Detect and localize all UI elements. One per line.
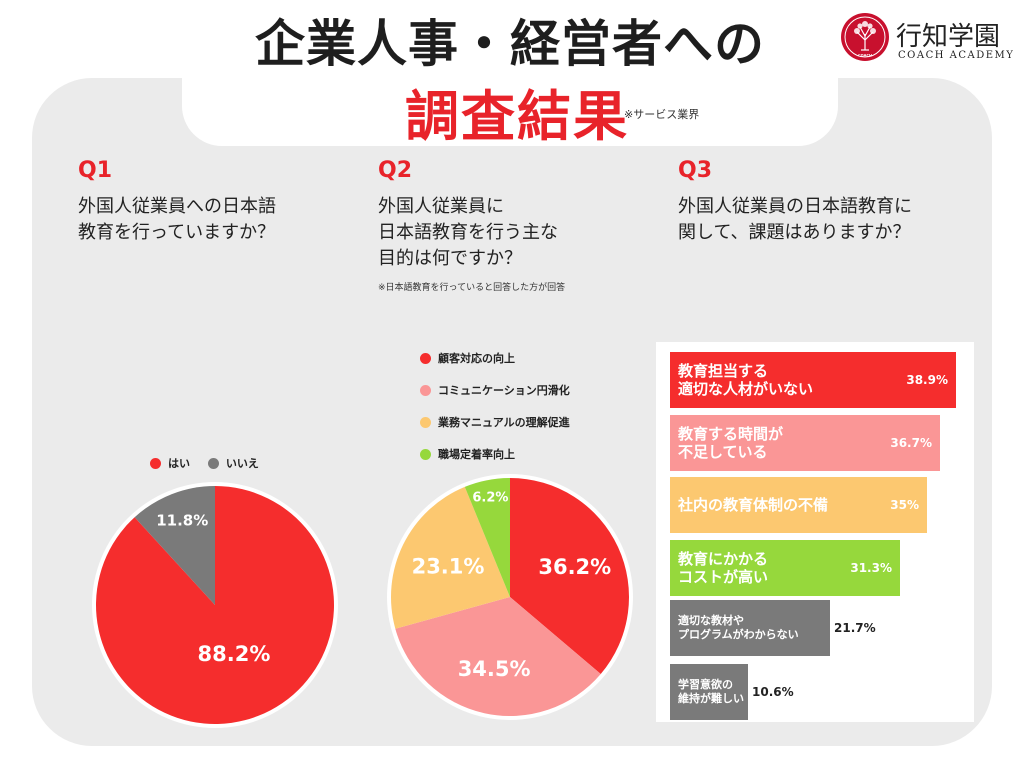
bar-category-label: 社内の教育体制の不備 <box>678 496 829 514</box>
legend-label: コミュニケーション円滑化 <box>438 384 570 397</box>
bar-category-label: 学習意欲の 維持が難しい <box>678 678 744 705</box>
legend-swatch <box>420 352 431 364</box>
bar-value-label: 38.9% <box>906 373 948 387</box>
pie-slice <box>134 486 215 605</box>
q1-pie-chart: 88.2% 11.8% <box>92 482 338 728</box>
legend-item: 顧客対応の向上 <box>420 350 570 366</box>
bar: 適切な教材や プログラムがわからない 21.7% <box>670 600 876 656</box>
legend-item: コミュニケーション円滑化 <box>420 382 570 398</box>
pie-data-label: 34.5% <box>458 657 531 681</box>
q2-pie-chart: 36.2% 34.5% 23.1% 6.2% <box>387 474 633 720</box>
legend-swatch <box>420 448 431 460</box>
bar-value-label: 31.3% <box>850 561 892 575</box>
tree-seal-icon: COACH <box>841 13 889 61</box>
q2-question: 外国人従業員に 日本語教育を行う主な 目的は何ですか？ <box>378 196 558 269</box>
q3-question: 外国人従業員の日本語教育に 関して、課題はありますか？ <box>678 196 912 243</box>
logo: COACH 行知学園 COACH ACADEMY <box>840 12 1020 68</box>
legend-label: いいえ <box>225 457 259 470</box>
bar: 教育にかかる コストが高い 31.3% <box>670 540 900 596</box>
q1-number: Q1 <box>78 158 113 183</box>
legend-item: 職場定着率向上 <box>420 446 570 462</box>
pie-data-label: 23.1% <box>412 555 485 579</box>
bar-value-label: 21.7% <box>834 621 876 635</box>
pie-slice <box>391 486 510 629</box>
pie-data-label: 6.2% <box>472 490 508 505</box>
legend-swatch <box>150 457 161 469</box>
bar-value-label: 10.6% <box>752 685 794 699</box>
pie-data-label: 11.8% <box>156 512 208 530</box>
bar-value-label: 35% <box>890 498 919 512</box>
legend-swatch <box>420 384 431 396</box>
bar-category-label: 教育担当する 適切な人材がいない <box>678 362 814 398</box>
legend-item: 業務マニュアルの理解促進 <box>420 414 570 430</box>
pie-data-label: 88.2% <box>198 642 271 666</box>
logo-subtitle: COACH ACADEMY <box>898 50 1015 61</box>
legend-label: 職場定着率向上 <box>438 448 515 461</box>
title-note: ※サービス業界 <box>624 108 700 121</box>
q2-number: Q2 <box>378 158 413 183</box>
legend-swatch <box>420 416 431 428</box>
bar-value-label: 36.7% <box>890 436 932 450</box>
legend-label: 顧客対応の向上 <box>438 352 515 365</box>
bar: 社内の教育体制の不備 35% <box>670 477 927 533</box>
title-box <box>182 0 838 146</box>
bar-category-label: 教育する時間が 不足している <box>678 425 784 461</box>
svg-text:COACH: COACH <box>858 54 872 58</box>
pie-slice <box>395 597 601 716</box>
legend-item: はい <box>150 455 190 471</box>
q1-legend: はい いいえ <box>150 455 259 472</box>
bar: 学習意欲の 維持が難しい 10.6% <box>670 664 794 720</box>
q3-number: Q3 <box>678 158 713 183</box>
pie-data-label: 36.2% <box>538 555 611 579</box>
bar: 教育担当する 適切な人材がいない 38.9% <box>670 352 956 408</box>
pie-slice <box>95 486 334 724</box>
pie-slice <box>464 478 510 597</box>
page-title: 企業人事・経営者への <box>255 15 765 73</box>
bar-category-label: 教育にかかる コストが高い <box>678 550 769 586</box>
page-subtitle: 調査結果 <box>405 85 629 148</box>
pie-slice <box>510 478 629 674</box>
bar: 教育する時間が 不足している 36.7% <box>670 415 940 471</box>
bar-category-label: 適切な教材や プログラムがわからない <box>678 614 799 641</box>
legend-label: 業務マニュアルの理解促進 <box>438 416 570 429</box>
logo-name: 行知学園 <box>896 22 1001 52</box>
q2-legend: 顧客対応の向上 コミュニケーション円滑化 業務マニュアルの理解促進 職場定着率向… <box>420 350 570 462</box>
legend-item: いいえ <box>207 455 259 471</box>
legend-label: はい <box>168 457 190 470</box>
q1-question: 外国人従業員への日本語 教育を行っていますか？ <box>78 196 276 243</box>
legend-swatch <box>207 457 219 469</box>
q2-note: ※日本語教育を行っていると回答した方が回答 <box>378 283 566 293</box>
